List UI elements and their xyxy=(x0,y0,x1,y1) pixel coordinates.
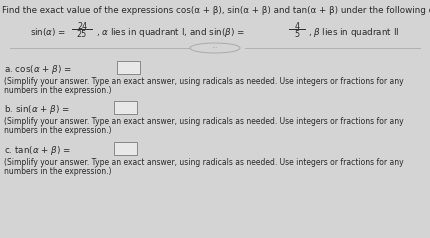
Text: a. cos($\alpha$ + $\beta$) =: a. cos($\alpha$ + $\beta$) = xyxy=(4,63,72,76)
Ellipse shape xyxy=(190,43,240,53)
Text: (Simplify your answer. Type an exact answer, using radicals as needed. Use integ: (Simplify your answer. Type an exact ans… xyxy=(4,117,402,126)
Text: ···: ··· xyxy=(211,45,218,51)
Text: 5: 5 xyxy=(294,30,299,39)
FancyBboxPatch shape xyxy=(114,142,137,154)
Text: c. tan($\alpha$ + $\beta$) =: c. tan($\alpha$ + $\beta$) = xyxy=(4,144,71,157)
FancyBboxPatch shape xyxy=(117,60,140,74)
Text: numbers in the expression.): numbers in the expression.) xyxy=(4,86,111,95)
Text: 24: 24 xyxy=(77,22,87,31)
FancyBboxPatch shape xyxy=(114,100,137,114)
Text: 25: 25 xyxy=(77,30,87,39)
Text: Find the exact value of the expressions cos(α + β), sin(α + β) and tan(α + β) un: Find the exact value of the expressions … xyxy=(2,6,430,15)
Text: b. sin($\alpha$ + $\beta$) =: b. sin($\alpha$ + $\beta$) = xyxy=(4,103,70,116)
Text: numbers in the expression.): numbers in the expression.) xyxy=(4,167,111,176)
Text: numbers in the expression.): numbers in the expression.) xyxy=(4,126,111,135)
Text: sin($\alpha$) =: sin($\alpha$) = xyxy=(30,26,66,38)
Text: , $\alpha$ lies in quadrant I, and sin($\beta$) =: , $\alpha$ lies in quadrant I, and sin($… xyxy=(96,26,244,39)
Text: , $\beta$ lies in quadrant II: , $\beta$ lies in quadrant II xyxy=(307,26,398,39)
Text: (Simplify your answer. Type an exact answer, using radicals as needed. Use integ: (Simplify your answer. Type an exact ans… xyxy=(4,158,402,167)
Text: 4: 4 xyxy=(294,22,299,31)
Text: (Simplify your answer. Type an exact answer, using radicals as needed. Use integ: (Simplify your answer. Type an exact ans… xyxy=(4,77,402,86)
